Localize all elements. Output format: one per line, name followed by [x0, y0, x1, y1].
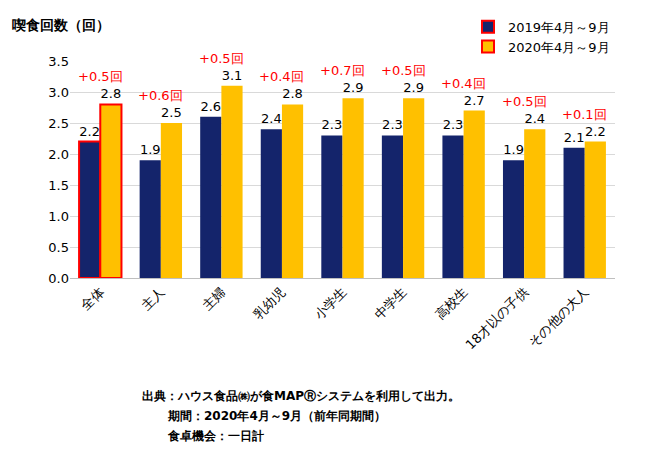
- svg-text:2.1: 2.1: [564, 130, 585, 145]
- svg-text:2.6: 2.6: [200, 99, 221, 114]
- svg-text:2.8: 2.8: [282, 86, 303, 101]
- svg-text:出典：ハウス食品㈱が食MAPⓇシステムを利用して出力。: 出典：ハウス食品㈱が食MAPⓇシステムを利用して出力。: [142, 389, 460, 403]
- svg-text:2.3: 2.3: [443, 117, 464, 132]
- svg-text:2020年4月～9月: 2020年4月～9月: [508, 40, 610, 55]
- svg-text:+0.1回: +0.1回: [562, 107, 607, 122]
- svg-text:+0.4回: +0.4回: [259, 69, 304, 84]
- svg-text:2.0: 2.0: [48, 147, 69, 162]
- svg-text:2.2: 2.2: [585, 124, 606, 139]
- svg-text:2.5: 2.5: [48, 116, 69, 131]
- svg-text:2.5: 2.5: [161, 105, 182, 120]
- svg-text:3.1: 3.1: [222, 68, 243, 83]
- svg-text:+0.5回: +0.5回: [199, 51, 244, 66]
- svg-text:1.9: 1.9: [140, 142, 161, 157]
- svg-text:高校生: 高校生: [432, 284, 470, 322]
- svg-text:2.8: 2.8: [101, 86, 122, 101]
- svg-text:3.5: 3.5: [48, 54, 69, 69]
- svg-text:主人: 主人: [139, 284, 168, 313]
- svg-text:食卓機会：一日計: 食卓機会：一日計: [167, 429, 264, 443]
- svg-text:2.9: 2.9: [343, 80, 364, 95]
- svg-text:2.4: 2.4: [524, 111, 545, 126]
- svg-text:小学生: 小学生: [311, 284, 349, 322]
- svg-text:乳幼児: 乳幼児: [250, 284, 288, 322]
- svg-text:3.0: 3.0: [48, 85, 69, 100]
- svg-text:0.5: 0.5: [48, 240, 69, 255]
- svg-text:2.3: 2.3: [322, 117, 343, 132]
- svg-text:+0.7回: +0.7回: [320, 63, 365, 78]
- svg-text:0.0: 0.0: [48, 271, 69, 286]
- svg-text:+0.5回: +0.5回: [381, 63, 426, 78]
- svg-text:2019年4月～9月: 2019年4月～9月: [508, 20, 610, 35]
- svg-text:全体: 全体: [78, 284, 107, 313]
- svg-text:中学生: 中学生: [372, 284, 410, 322]
- svg-text:+0.4回: +0.4回: [441, 76, 486, 91]
- svg-text:2.9: 2.9: [403, 80, 424, 95]
- svg-text:2.2: 2.2: [79, 124, 100, 139]
- svg-text:2.4: 2.4: [261, 111, 282, 126]
- svg-text:その他の大人: その他の大人: [526, 284, 592, 350]
- svg-text:18才以の子供: 18才以の子供: [463, 284, 531, 352]
- svg-text:+0.6回: +0.6回: [138, 88, 183, 103]
- svg-text:2.7: 2.7: [464, 93, 485, 108]
- svg-text:期間：2020年4月～9月（前年同期間）: 期間：2020年4月～9月（前年同期間）: [167, 409, 386, 423]
- svg-text:+0.5回: +0.5回: [78, 69, 123, 84]
- svg-text:1.5: 1.5: [48, 178, 69, 193]
- svg-text:2.3: 2.3: [382, 117, 403, 132]
- svg-text:主婦: 主婦: [199, 284, 228, 313]
- svg-text:喫食回数（回）: 喫食回数（回）: [12, 17, 110, 33]
- svg-text:+0.5回: +0.5回: [502, 94, 547, 109]
- svg-text:1.9: 1.9: [503, 142, 524, 157]
- svg-text:1.0: 1.0: [48, 209, 69, 224]
